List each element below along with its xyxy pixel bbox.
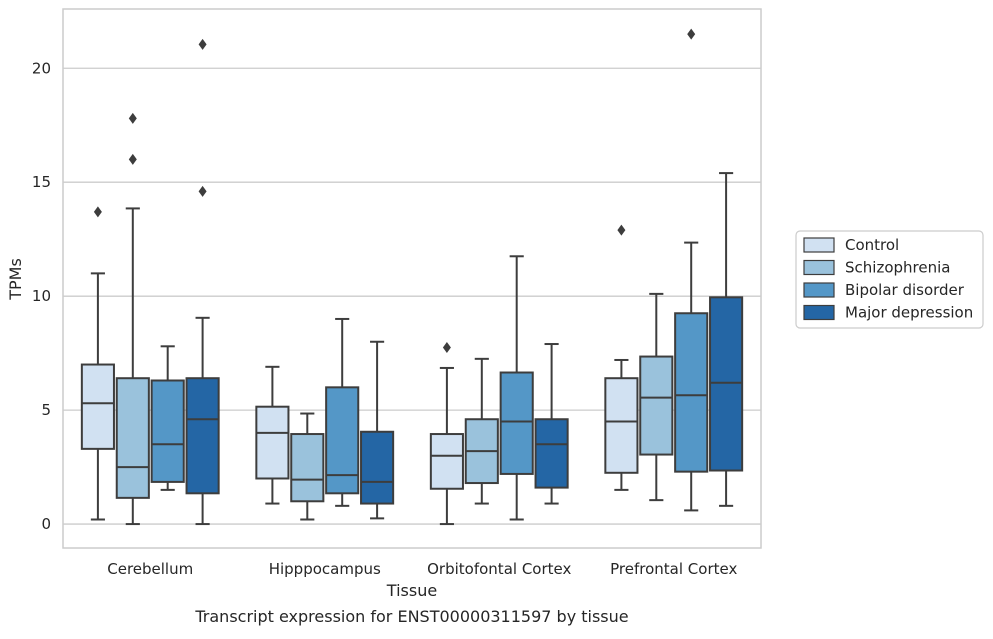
legend-swatch xyxy=(803,304,835,321)
y-axis-label: TPMs xyxy=(6,258,25,301)
outlier-point xyxy=(128,112,137,124)
iqr-box xyxy=(360,430,395,505)
y-tick-label: 15 xyxy=(32,173,51,191)
x-tick-label: Hipppocampus xyxy=(269,560,381,578)
x-tick-labels: Cerebellum Hipppocampus Orbitofontal Corte… xyxy=(107,560,737,578)
x-tick-label: Cerebellum xyxy=(107,560,193,578)
iqr-box xyxy=(150,379,185,483)
legend-label: Control xyxy=(845,236,899,254)
box-3-0 xyxy=(604,224,639,491)
x-tick-label: Prefrontal Cortex xyxy=(610,560,737,578)
box-3-1 xyxy=(639,292,674,502)
legend: Control Schizophrenia Bipolar disorder Majo… xyxy=(795,230,984,329)
legend-label: Schizophrenia xyxy=(845,259,950,277)
iqr-box xyxy=(639,355,674,456)
legend-swatch xyxy=(803,259,835,276)
legend-swatch xyxy=(803,282,835,298)
y-tick-label: 0 xyxy=(41,515,51,533)
y-tick-label: 5 xyxy=(41,401,51,419)
box-2-3 xyxy=(534,343,569,505)
outlier-point xyxy=(687,28,696,40)
iqr-box xyxy=(429,433,464,490)
legend-label: Major depression xyxy=(845,304,973,322)
iqr-box xyxy=(534,418,569,489)
box-layer xyxy=(80,28,744,526)
outlier-point xyxy=(617,224,626,236)
iqr-box xyxy=(499,371,534,475)
box-0-3 xyxy=(185,38,220,526)
outlier-point xyxy=(198,38,207,50)
iqr-box xyxy=(290,433,325,503)
box-2-2 xyxy=(499,255,534,521)
box-1-3 xyxy=(360,340,395,520)
box-2-1 xyxy=(464,357,499,505)
outlier-point xyxy=(198,185,207,197)
box-1-2 xyxy=(325,317,360,507)
plot-frame xyxy=(62,8,762,549)
iqr-box xyxy=(115,377,150,499)
iqr-box xyxy=(325,386,360,495)
outlier-point xyxy=(93,206,102,218)
outlier-point xyxy=(128,153,137,165)
outlier-point xyxy=(442,341,451,353)
iqr-box xyxy=(185,377,220,495)
iqr-box xyxy=(674,312,709,473)
chart-caption: Transcript expression for ENST0000031159… xyxy=(194,607,628,626)
x-tick-label: Orbitofontal Cortex xyxy=(427,560,571,578)
y-tick-label: 20 xyxy=(32,59,51,77)
box-0-2 xyxy=(150,345,185,491)
legend-frame xyxy=(795,230,984,329)
box-1-1 xyxy=(290,412,325,521)
y-tick-label: 10 xyxy=(32,287,51,305)
legend-swatch xyxy=(803,237,835,253)
iqr-box xyxy=(80,363,115,450)
iqr-box xyxy=(255,405,290,480)
box-3-3 xyxy=(709,172,744,507)
iqr-box xyxy=(604,377,639,474)
box-1-0 xyxy=(255,365,290,505)
box-3-2 xyxy=(674,28,709,512)
iqr-box xyxy=(709,296,744,472)
legend-label: Bipolar disorder xyxy=(845,281,965,299)
x-axis-label: Tissue xyxy=(386,581,437,600)
box-2-0 xyxy=(429,341,464,526)
box-0-1 xyxy=(115,112,150,526)
y-tick-labels: 0 5 10 15 20 xyxy=(32,59,51,533)
box-0-0 xyxy=(80,206,115,521)
